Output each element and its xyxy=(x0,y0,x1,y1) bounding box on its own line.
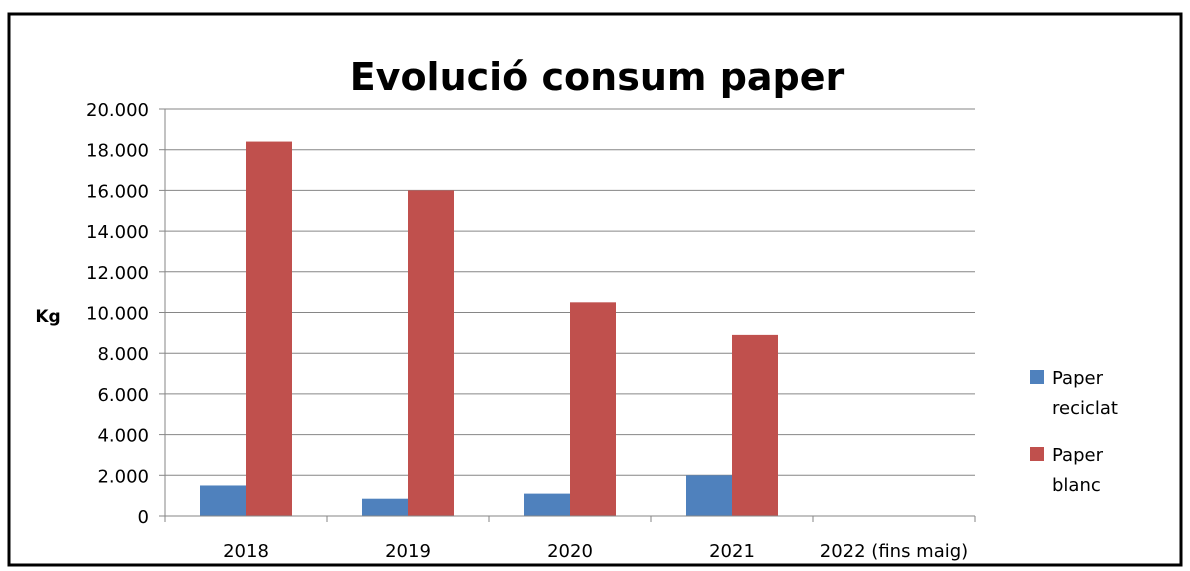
legend-item: Paper reciclat xyxy=(1030,368,1118,419)
y-tick-label: 10.000 xyxy=(86,304,149,325)
legend-swatch xyxy=(1030,447,1044,461)
y-tick-label: 2.000 xyxy=(97,466,149,487)
chart-title: Evolució consum paper xyxy=(350,55,845,99)
bar-paper-reciclat-2 xyxy=(524,493,570,516)
y-tick-label: 18.000 xyxy=(86,141,149,162)
y-tick-label: 0 xyxy=(138,507,149,528)
bars xyxy=(200,141,778,516)
legend-label: blanc xyxy=(1052,475,1101,496)
y-tick-label: 16.000 xyxy=(86,181,149,202)
gridlines xyxy=(165,108,975,476)
bar-paper-reciclat-1 xyxy=(362,498,408,516)
bar-paper-reciclat-0 xyxy=(200,485,246,516)
x-tick-label: 2019 xyxy=(385,541,431,562)
y-tick-label: 20.000 xyxy=(86,100,149,121)
axes xyxy=(164,109,975,517)
bar-paper-reciclat-3 xyxy=(686,475,732,516)
legend-item: Paper blanc xyxy=(1030,445,1104,496)
x-tick-label: 2018 xyxy=(223,541,269,562)
legend-label: reciclat xyxy=(1052,398,1118,419)
legend: Paper reciclat Paper blanc xyxy=(1030,368,1118,496)
x-axis-ticks: 2018 2019 2020 2021 2022 (fins maig) xyxy=(164,516,976,562)
y-axis-ticks: 0 2.000 4.000 6.000 8.000 10.000 12.000 14.000 1… xyxy=(86,100,165,528)
bar-paper-blanc-1 xyxy=(408,190,454,516)
x-tick-label: 2022 (fins maig) xyxy=(820,541,968,562)
y-tick-label: 6.000 xyxy=(97,385,149,406)
y-tick-label: 14.000 xyxy=(86,222,149,243)
x-tick-label: 2021 xyxy=(709,541,755,562)
y-tick-label: 12.000 xyxy=(86,263,149,284)
bar-paper-blanc-2 xyxy=(570,302,616,516)
y-tick-label: 8.000 xyxy=(97,344,149,365)
x-tick-label: 2020 xyxy=(547,541,593,562)
bar-paper-blanc-0 xyxy=(246,141,292,516)
y-axis-label: Kg xyxy=(35,307,60,327)
bar-paper-blanc-3 xyxy=(732,334,778,516)
legend-swatch xyxy=(1030,370,1044,384)
legend-label: Paper xyxy=(1052,445,1104,466)
y-tick-label: 4.000 xyxy=(97,426,149,447)
legend-label: Paper xyxy=(1052,368,1104,389)
